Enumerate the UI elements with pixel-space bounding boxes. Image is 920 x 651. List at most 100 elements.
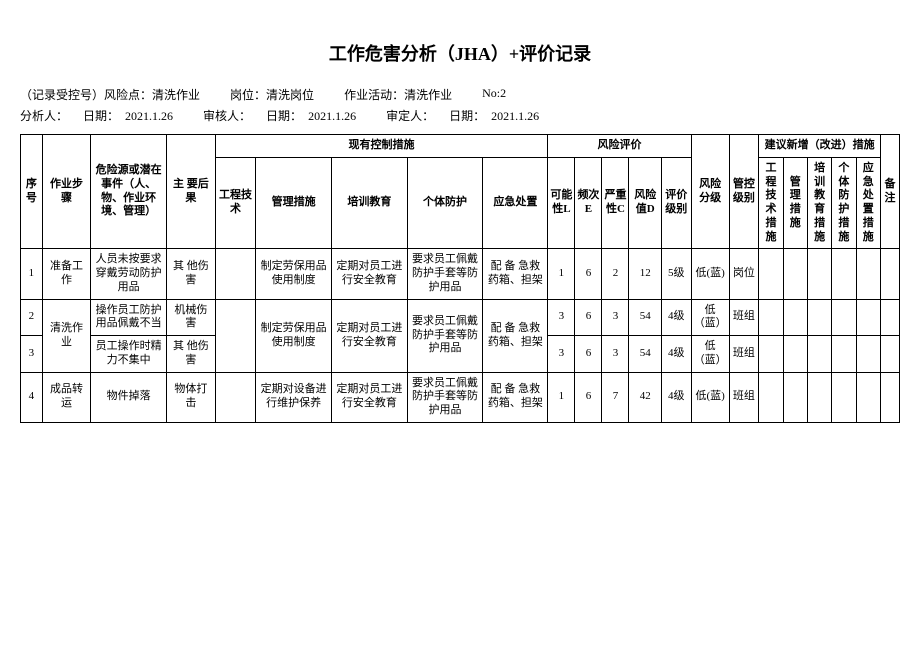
cell-E: 6 xyxy=(575,249,602,299)
h-ppe: 个体防护 xyxy=(407,157,483,249)
h-D: 风险值D xyxy=(629,157,661,249)
cell-grade: 5级 xyxy=(661,249,691,299)
meta-approver: 审定人： 日期： 2021.1.26 xyxy=(386,107,539,124)
cell-cons: 其 他伤害 xyxy=(167,336,216,373)
h-remark: 备注 xyxy=(880,135,899,249)
h-i-eng: 工程技术措施 xyxy=(759,157,783,249)
meta-d3-label: 日期： xyxy=(449,109,485,123)
h-C: 严重性C xyxy=(602,157,629,249)
cell-step: 清洗作业 xyxy=(42,299,91,372)
cell-remark xyxy=(880,249,899,299)
cell-mgmt: 定期对设备进行维护保养 xyxy=(256,372,332,422)
cell-mgmt: 制定劳保用品使用制度 xyxy=(256,249,332,299)
cell-E: 6 xyxy=(575,372,602,422)
cell-i-mgmt xyxy=(783,372,807,422)
cell-eng xyxy=(215,249,256,299)
cell-D: 54 xyxy=(629,336,661,373)
cell-ppe: 要求员工佩戴防护手套等防护用品 xyxy=(407,249,483,299)
h-cons: 主 要后果 xyxy=(167,135,216,249)
cell-i-train xyxy=(807,249,831,299)
cell-hazard: 物件掉落 xyxy=(91,372,167,422)
cell-hazard: 操作员工防护用品佩戴不当 xyxy=(91,299,167,336)
table-row: 1 准备工作 人员未按要求穿戴劳动防护用品 其 他伤害 制定劳保用品使用制度 定… xyxy=(21,249,900,299)
h-E: 频次E xyxy=(575,157,602,249)
cell-i-emerg xyxy=(856,299,880,336)
cell-i-ppe xyxy=(832,299,856,336)
cell-hazard: 人员未按要求穿戴劳动防护用品 xyxy=(91,249,167,299)
cell-eng xyxy=(215,372,256,422)
meta-no-val: 2 xyxy=(500,86,506,100)
cell-C: 3 xyxy=(602,336,629,373)
meta-reviewer: 审核人： 日期： 2021.1.26 xyxy=(203,107,356,124)
cell-ctrl: 岗位 xyxy=(729,249,759,299)
cell-i-train xyxy=(807,372,831,422)
cell-C: 3 xyxy=(602,299,629,336)
cell-step: 成品转运 xyxy=(42,372,91,422)
h-emerg: 应急处置 xyxy=(483,157,548,249)
meta-post-val: 清洗岗位 xyxy=(266,88,314,102)
h-i-ppe: 个体防护措施 xyxy=(832,157,856,249)
header-row-1: 序号 作业步骤 危险源或潜在事件（人、物、作业环境、管理） 主 要后果 现有控制… xyxy=(21,135,900,158)
cell-seq: 1 xyxy=(21,249,43,299)
h-hazard: 危险源或潜在事件（人、物、作业环境、管理） xyxy=(91,135,167,249)
meta-post: 岗位：清洗岗位 xyxy=(230,86,314,103)
cell-ctrl: 班组 xyxy=(729,336,759,373)
cell-D: 54 xyxy=(629,299,661,336)
cell-D: 42 xyxy=(629,372,661,422)
cell-grade: 4级 xyxy=(661,372,691,422)
cell-i-mgmt xyxy=(783,336,807,373)
cell-grade: 4级 xyxy=(661,336,691,373)
cell-L: 3 xyxy=(548,299,575,336)
page-title: 工作危害分析（JHA）+评价记录 xyxy=(20,40,900,66)
cell-seq: 2 xyxy=(21,299,43,336)
h-ctrl-group: 现有控制措施 xyxy=(215,135,548,158)
h-risk-group: 风险评价 xyxy=(548,135,691,158)
meta-analyst-label: 分析人： xyxy=(20,109,68,123)
meta-analyst: 分析人： 日期： 2021.1.26 xyxy=(20,107,173,124)
meta-risk-val: 清洗作业 xyxy=(152,88,200,102)
cell-ctrl: 班组 xyxy=(729,372,759,422)
h-seq: 序号 xyxy=(21,135,43,249)
meta-d2-val: 2021.1.26 xyxy=(308,109,356,123)
cell-train: 定期对员工进行安全教育 xyxy=(331,372,407,422)
h-eng: 工程技术 xyxy=(215,157,256,249)
h-L: 可能性L xyxy=(548,157,575,249)
meta-app-label: 审定人： xyxy=(386,109,434,123)
cell-emerg: 配 备 急救药箱、担架 xyxy=(483,299,548,372)
cell-i-emerg xyxy=(856,336,880,373)
cell-i-ppe xyxy=(832,249,856,299)
cell-D: 12 xyxy=(629,249,661,299)
cell-i-eng xyxy=(759,249,783,299)
h-step: 作业步骤 xyxy=(42,135,91,249)
cell-seq: 3 xyxy=(21,336,43,373)
cell-emerg: 配 备 急救药箱、担架 xyxy=(483,249,548,299)
meta-act-val: 清洗作业 xyxy=(404,88,452,102)
h-i-train: 培训教育措施 xyxy=(807,157,831,249)
cell-E: 6 xyxy=(575,336,602,373)
cell-level: 低（蓝） xyxy=(691,299,729,336)
cell-remark xyxy=(880,372,899,422)
meta-d2-label: 日期： xyxy=(266,109,302,123)
h-i-mgmt: 管理措施 xyxy=(783,157,807,249)
cell-L: 3 xyxy=(548,336,575,373)
cell-remark xyxy=(880,299,899,336)
meta-rev-label: 审核人： xyxy=(203,109,251,123)
cell-cons: 机械伤害 xyxy=(167,299,216,336)
meta-risk-label: （记录受控号）风险点： xyxy=(20,88,152,102)
cell-emerg: 配 备 急救药箱、担架 xyxy=(483,372,548,422)
h-ctrllevel: 管控级别 xyxy=(729,135,759,249)
cell-train: 定期对员工进行安全教育 xyxy=(331,299,407,372)
table-row: 2 清洗作业 操作员工防护用品佩戴不当 机械伤害 制定劳保用品使用制度 定期对员… xyxy=(21,299,900,336)
cell-ppe: 要求员工佩戴防护手套等防护用品 xyxy=(407,372,483,422)
meta-d3-val: 2021.1.26 xyxy=(491,109,539,123)
cell-i-eng xyxy=(759,336,783,373)
meta-d1-label: 日期： xyxy=(83,109,119,123)
cell-E: 6 xyxy=(575,299,602,336)
cell-L: 1 xyxy=(548,372,575,422)
cell-i-emerg xyxy=(856,372,880,422)
meta-risk: （记录受控号）风险点：清洗作业 xyxy=(20,86,200,103)
jha-table: 序号 作业步骤 危险源或潜在事件（人、物、作业环境、管理） 主 要后果 现有控制… xyxy=(20,134,900,423)
cell-level: 低（蓝） xyxy=(691,336,729,373)
meta-activity: 作业活动：清洗作业 xyxy=(344,86,452,103)
h-i-emerg: 应急处置措施 xyxy=(856,157,880,249)
